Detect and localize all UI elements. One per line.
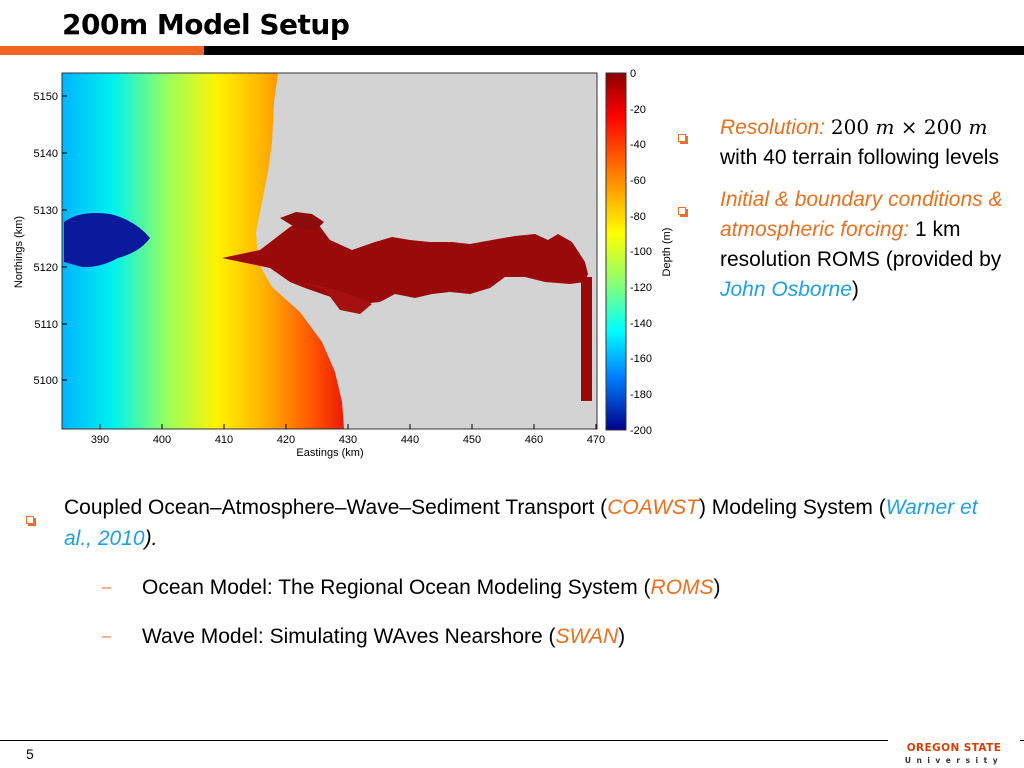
colorbar-tick-label: -200 <box>630 425 652 437</box>
x-tick-label: 470 <box>587 434 605 446</box>
colorbar-scale <box>605 72 627 431</box>
y-tick-label: 5120 <box>34 262 58 274</box>
roms-acronym: ROMS <box>650 576 714 599</box>
x-tick-label: 410 <box>215 434 233 446</box>
ocean-field <box>62 73 344 429</box>
ibc-text: 1 km resolution ROMS (provided by <box>720 218 1002 271</box>
bathymetry-figure: 5150 5140 5130 5120 5110 5100 Northings … <box>13 68 673 459</box>
reference-citation: Warner et al., 2010 <box>64 496 978 550</box>
ocean-text-end: ) <box>713 576 721 599</box>
x-tick-label: 420 <box>277 434 295 446</box>
ibc-name: John Osborne <box>720 278 852 301</box>
y-axis: 5150 5140 5130 5120 5110 5100 Northings … <box>13 91 67 387</box>
coawst-text-mid: ) Modeling System ( <box>698 496 886 519</box>
page-number: 5 <box>26 746 34 762</box>
colorbar-tick-label: -120 <box>630 282 652 294</box>
resolution-text: with 40 terrain following levels <box>720 146 999 169</box>
dash-bullet-icon: – <box>102 628 111 645</box>
colorbar-label: Depth (m) <box>661 228 673 277</box>
colorbar-tick-label: -160 <box>630 353 652 365</box>
wave-text-end: ) <box>618 625 626 648</box>
x-tick-label: 430 <box>339 434 357 446</box>
y-tick-label: 5150 <box>34 91 58 103</box>
bullet-resolution: Resolution: 200 m × 200 m with 40 terrai… <box>674 112 1019 173</box>
x-tick-label: 460 <box>525 434 543 446</box>
sub-bullet-ocean: – Ocean Model: The Regional Ocean Modeli… <box>102 572 1010 603</box>
swan-acronym: SWAN <box>555 625 619 648</box>
resolution-label: Resolution: <box>720 116 826 139</box>
logo-line-2: University <box>905 756 1003 765</box>
plot-frame <box>61 72 598 430</box>
ibc-close: ) <box>851 278 859 301</box>
x-axis: 390 400 410 420 430 440 450 460 470 East… <box>91 424 605 459</box>
y-axis-label: Northings (km) <box>13 216 25 288</box>
bullet-coawst: Coupled Ocean–Atmosphere–Wave–Sediment T… <box>20 492 1010 554</box>
y-tick-label: 5100 <box>34 375 58 387</box>
square-bullet-icon <box>678 207 686 215</box>
colorbar-tick-label: -20 <box>630 104 646 116</box>
colorbar-tick-label: -80 <box>630 211 646 223</box>
sub-bullet-wave: – Wave Model: Simulating WAves Nearshore… <box>102 621 1010 652</box>
colorbar-tick-label: -100 <box>630 246 652 258</box>
square-bullet-icon <box>678 134 686 142</box>
x-axis-label: Eastings (km) <box>296 447 363 459</box>
upper-tributary <box>280 212 324 230</box>
x-tick-label: 440 <box>401 434 419 446</box>
deep-water-patch <box>64 213 150 268</box>
ocean-text: Ocean Model: The Regional Ocean Modeling… <box>142 576 651 599</box>
dash-bullet-icon: – <box>102 579 111 596</box>
bottom-bullet-list: Coupled Ocean–Atmosphere–Wave–Sediment T… <box>20 492 1010 652</box>
wave-text: Wave Model: Simulating WAves Nearshore ( <box>142 625 556 648</box>
title-rule <box>204 46 1024 55</box>
footer-rule <box>0 740 1024 741</box>
colorbar-tick-label: -180 <box>630 389 652 401</box>
colorbar-tick-label: 0 <box>630 68 636 80</box>
square-bullet-icon <box>26 516 34 524</box>
resolution-value: 200 m × 200 m <box>830 115 988 139</box>
estuary-channel <box>222 220 588 304</box>
colorbar-tick-label: -60 <box>630 175 646 187</box>
colorbar: 0 -20 -40 -60 -80 -100 -120 -140 -160 -1… <box>605 68 673 437</box>
logo-line-1: OREGON STATE <box>907 742 1002 754</box>
x-tick-label: 450 <box>463 434 481 446</box>
coawst-acronym: COAWST <box>607 496 699 519</box>
ibc-label: Initial & boundary conditions & atmosphe… <box>720 188 1003 241</box>
colorbar-tick-label: -140 <box>630 318 652 330</box>
bullet-initial-boundary: Initial & boundary conditions & atmosphe… <box>674 185 1019 305</box>
y-tick-label: 5110 <box>34 319 58 331</box>
x-tick-label: 400 <box>153 434 171 446</box>
coawst-text-end: ). <box>144 527 158 550</box>
y-tick-label: 5140 <box>34 148 58 160</box>
coawst-text-pre: Coupled Ocean–Atmosphere–Wave–Sediment T… <box>64 496 608 519</box>
x-tick-label: 390 <box>91 434 109 446</box>
estuary-bank <box>300 282 372 314</box>
colorbar-tick-label: -40 <box>630 139 646 151</box>
title-rule-accent <box>0 46 204 55</box>
oregon-state-logo: OREGON STATE University <box>888 740 1020 765</box>
right-bullet-list: Resolution: 200 m × 200 m with 40 terrai… <box>674 112 1019 317</box>
slide-title: 200m Model Setup <box>62 8 350 41</box>
y-tick-label: 5130 <box>34 205 58 217</box>
river-channel <box>581 277 592 401</box>
